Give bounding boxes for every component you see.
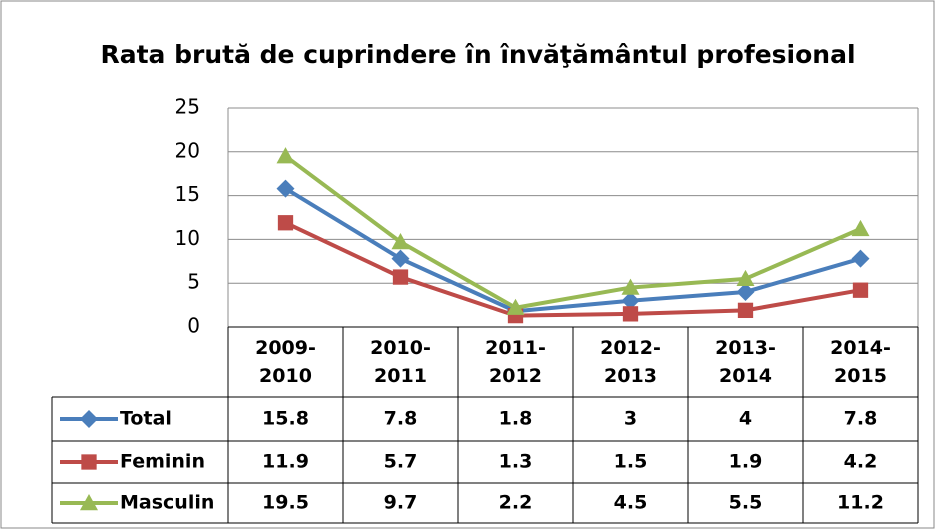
table-value: 4.5 — [614, 492, 648, 514]
table-value: 3 — [624, 408, 637, 430]
marker — [392, 269, 409, 285]
table-value: 1.3 — [499, 451, 533, 473]
x-category-cell: 2010-2011 — [370, 337, 431, 387]
series-line — [284, 186, 862, 314]
x-category-cell: 2012-2013 — [600, 337, 661, 387]
x-tick-label: 2009-2010 — [255, 337, 316, 387]
x-tick-label: 2011-2012 — [485, 337, 546, 387]
marker — [276, 179, 295, 198]
table-value: 7.8 — [384, 408, 418, 430]
table-value: 5.7 — [384, 451, 418, 473]
table-value: 1.9 — [729, 451, 763, 473]
legend-label: Feminin — [120, 451, 205, 473]
x-tick-label: 2012-2013 — [600, 337, 661, 387]
marker — [621, 278, 640, 295]
x-tick-label: 2010-2011 — [370, 337, 431, 387]
table-value: 19.5 — [262, 492, 309, 514]
marker — [736, 282, 755, 301]
y-tick-label: 20 — [175, 138, 200, 162]
marker — [851, 219, 870, 237]
y-tick-label: 10 — [175, 226, 200, 250]
y-tick-label: 5 — [187, 270, 200, 294]
table-value: 15.8 — [262, 408, 309, 430]
marker — [852, 282, 869, 298]
marker — [851, 249, 870, 268]
series-line — [284, 154, 862, 310]
x-category-cell: 2014-2015 — [830, 337, 891, 387]
marker — [391, 233, 410, 250]
legend-label: Masculin — [120, 492, 214, 514]
series-line — [284, 220, 861, 318]
x-tick-label: 2014-2015 — [830, 337, 891, 387]
marker — [622, 306, 639, 322]
table-value: 11.2 — [837, 492, 884, 514]
marker — [277, 215, 294, 231]
x-category-cell: 2011-2012 — [485, 337, 546, 387]
marker — [621, 291, 640, 310]
table-value: 1.5 — [614, 451, 648, 473]
marker — [80, 494, 98, 511]
table-value: 4.2 — [844, 451, 878, 473]
x-category-cell: 2009-2010 — [255, 337, 316, 387]
marker — [81, 454, 97, 470]
marker — [80, 410, 98, 428]
y-tick-label: 25 — [175, 95, 200, 119]
table-value: 5.5 — [729, 492, 763, 514]
marker — [391, 249, 410, 268]
table-value: 11.9 — [262, 451, 309, 473]
marker — [506, 298, 525, 315]
table-value: 9.7 — [384, 492, 418, 514]
x-category-cell: 2013-2014 — [715, 337, 776, 387]
table-value: 1.8 — [499, 408, 533, 430]
table-value: 4 — [739, 408, 752, 430]
marker — [737, 302, 754, 319]
table-value: 2.2 — [499, 492, 533, 514]
chart-title: Rata brută de cuprindere în învăţământul… — [100, 40, 855, 69]
marker — [736, 269, 755, 287]
y-tick-label: 0 — [187, 314, 200, 338]
legend-label: Total — [120, 408, 172, 430]
marker — [276, 147, 295, 164]
x-tick-label: 2013-2014 — [715, 337, 776, 387]
table-value: 7.8 — [844, 408, 878, 430]
y-tick-label: 15 — [175, 182, 200, 206]
